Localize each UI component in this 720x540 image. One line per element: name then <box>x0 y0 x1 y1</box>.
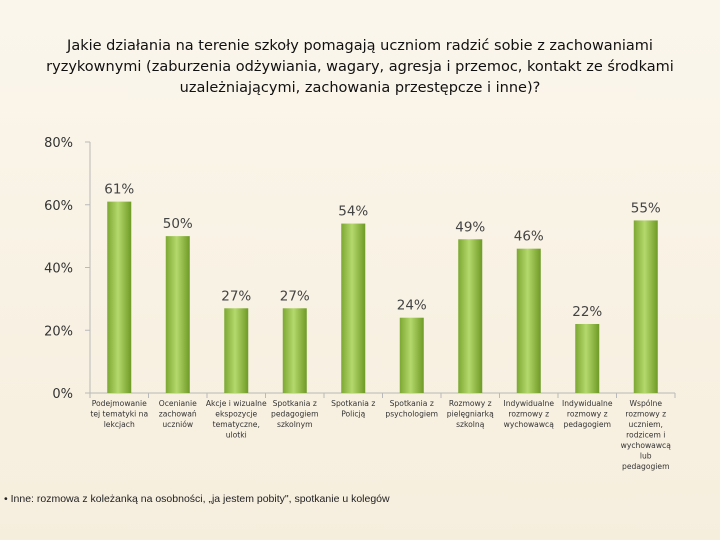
category-label: Indywidualne rozmowy z pedagogiem <box>562 399 613 429</box>
data-label: 50% <box>163 216 193 232</box>
bar <box>458 239 483 393</box>
data-label: 22% <box>572 304 602 320</box>
bar <box>399 317 424 393</box>
data-label: 54% <box>338 204 368 220</box>
category-label: Podejmowanie tej tematyki na lekcjach <box>90 399 148 429</box>
footnote: • Inne: rozmowa z koleżanką na osobności… <box>4 493 390 505</box>
category-label: Spotkania z pedagogiem szkolnym <box>271 399 318 429</box>
chart-title: Jakie działania na terenie szkoły pomaga… <box>46 38 674 96</box>
category-label: Spotkania z Policją <box>331 399 375 419</box>
bar <box>165 236 190 393</box>
bar-chart: 0% 20% 40% 60% 80% 61% Podejmowanie tej tematy… <box>44 136 676 471</box>
category-label: Akcje i wizualne ekspozycje tematyczne, ulo… <box>206 399 267 440</box>
y-tick-label: 80% <box>44 136 73 151</box>
category-label: Spotkania z psychologiem <box>385 399 438 419</box>
bar <box>224 308 249 393</box>
bar <box>575 323 600 393</box>
bar <box>282 308 307 393</box>
y-tick-label: 0% <box>52 387 73 402</box>
data-label: 61% <box>104 182 134 198</box>
category-label: Ocenianie zachowań uczniów <box>159 399 197 429</box>
data-label: 55% <box>631 200 661 216</box>
data-label: 46% <box>514 229 544 245</box>
data-label: 27% <box>221 288 251 304</box>
bar <box>107 201 132 393</box>
bar <box>516 248 541 393</box>
data-label: 27% <box>280 288 310 304</box>
category-label: Indywidualne rozmowy z wychowawcą <box>503 399 554 429</box>
data-label: 24% <box>397 298 427 314</box>
category-label: Rozmowy z pielęgniarką szkolną <box>447 399 494 429</box>
bar <box>633 220 658 393</box>
y-tick-label: 60% <box>44 199 73 214</box>
bar <box>341 223 366 393</box>
data-label: 49% <box>455 219 485 235</box>
y-tick-label: 40% <box>44 262 73 277</box>
category-label: Wspólne rozmowy z uczniem, rodzicem i wychow… <box>621 399 672 471</box>
y-tick-label: 20% <box>44 324 73 339</box>
